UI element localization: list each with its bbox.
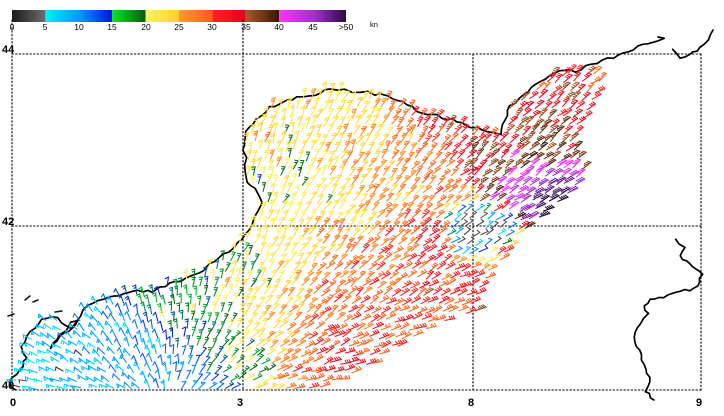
svg-text:20: 20 xyxy=(141,22,151,32)
svg-text:0: 0 xyxy=(10,397,16,409)
svg-text:>50: >50 xyxy=(339,22,354,32)
svg-text:44: 44 xyxy=(2,44,15,56)
svg-text:kn: kn xyxy=(370,20,378,29)
svg-text:42: 42 xyxy=(2,216,14,228)
svg-text:40: 40 xyxy=(274,22,284,32)
svg-text:9: 9 xyxy=(696,397,702,409)
svg-text:3: 3 xyxy=(237,397,243,409)
svg-text:45: 45 xyxy=(308,22,318,32)
svg-text:30: 30 xyxy=(207,22,217,32)
svg-text:8: 8 xyxy=(468,397,474,409)
svg-text:5: 5 xyxy=(43,22,48,32)
svg-text:25: 25 xyxy=(174,22,184,32)
svg-text:15: 15 xyxy=(107,22,117,32)
svg-text:10: 10 xyxy=(74,22,84,32)
